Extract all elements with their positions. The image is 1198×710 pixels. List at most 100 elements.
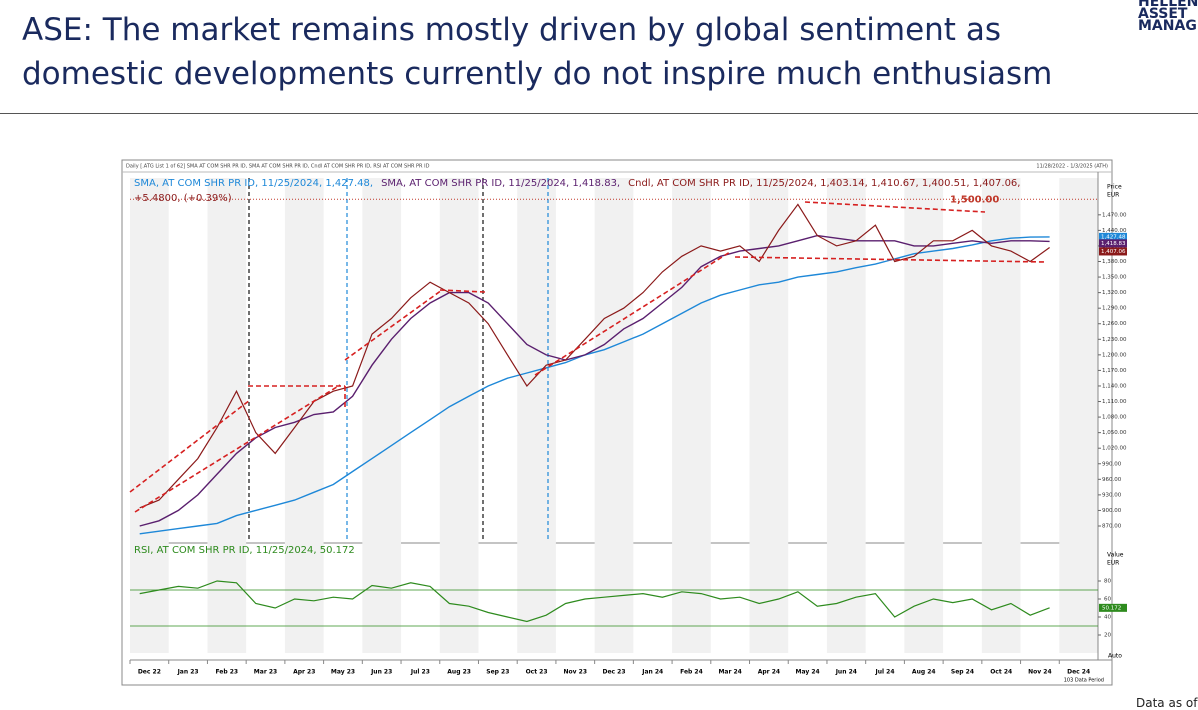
y-tick-label: 1,050.00 <box>1102 430 1127 436</box>
y-tick-label: 1,020.00 <box>1102 446 1127 452</box>
x-tick-label: Jun 24 <box>835 669 857 676</box>
date-range: 11/28/2022 - 1/3/2025 (ATH) <box>1036 164 1108 170</box>
x-tick-label: Apr 23 <box>293 669 315 676</box>
x-tick-label: Sep 24 <box>951 669 974 676</box>
axis-unit: EUR <box>1107 192 1119 199</box>
month-stripe <box>362 178 402 653</box>
logo: HELLENICASSETMANAGEMENT <box>1138 0 1198 34</box>
x-tick-label: Mar 23 <box>254 669 277 676</box>
legend-entry: Cndl, AT COM SHR PR ID, 11/25/2024, 1,40… <box>628 178 1020 189</box>
x-tick-label: Feb 24 <box>680 669 703 676</box>
x-tick-label: Mar 24 <box>718 669 741 676</box>
month-stripe <box>826 178 866 653</box>
y-tick-label: 1,350.00 <box>1102 275 1127 281</box>
trend-line <box>344 289 443 361</box>
y-tick-label: 60 <box>1104 597 1111 603</box>
x-tick-label: Jul 23 <box>410 669 430 676</box>
y-tick-label: 1,170.00 <box>1102 368 1127 374</box>
x-tick-label: Dec 24 <box>1067 669 1090 676</box>
month-stripe <box>130 178 169 653</box>
y-tick-label: 1,260.00 <box>1102 321 1127 327</box>
x-tick-label: Jul 24 <box>875 669 895 676</box>
y-tick-label: 1,140.00 <box>1102 383 1127 389</box>
y-tick-label: 1,320.00 <box>1102 290 1127 296</box>
y-tick-label: 1,080.00 <box>1102 415 1127 421</box>
series-line <box>139 234 1050 527</box>
divider <box>0 113 1198 114</box>
y-tick-label: 930.00 <box>1102 492 1122 498</box>
x-tick-label: Oct 23 <box>526 669 548 676</box>
month-stripe <box>439 178 479 653</box>
y-tick-label: 900.00 <box>1102 508 1122 514</box>
logo-line: MANAGEMENT <box>1138 18 1198 34</box>
last-value-tag <box>1099 603 1127 612</box>
slide-title: ASE: The market remains mostly driven by… <box>22 8 1052 96</box>
month-stripe <box>672 178 711 653</box>
legend-entry: SMA, AT COM SHR PR ID, 11/25/2024, 1,427… <box>134 178 373 189</box>
x-tick-label: Apr 24 <box>758 669 780 676</box>
x-tick-label: Dec 23 <box>602 669 625 676</box>
event-lines <box>248 178 549 540</box>
x-tick-label: Feb 23 <box>215 669 238 676</box>
y-tick-label: 1,110.00 <box>1102 399 1127 405</box>
title-line: domestic developments currently do not i… <box>22 56 1053 92</box>
month-stripe <box>1059 178 1098 653</box>
x-tick-label: Jan 24 <box>641 669 663 676</box>
y-tick-label: 990.00 <box>1102 461 1122 467</box>
legend-entry: RSI, AT COM SHR PR ID, 11/25/2024, 50.17… <box>134 545 355 556</box>
y-tick-label: 1,200.00 <box>1102 352 1127 358</box>
month-stripe <box>517 178 556 653</box>
trend-line <box>134 384 341 513</box>
month-stripe <box>981 178 1021 653</box>
month-stripe <box>594 178 634 653</box>
period-label: 103 Data Period <box>1064 678 1104 684</box>
y-tick-label: 1,290.00 <box>1102 306 1127 312</box>
x-tick-label: Nov 24 <box>1028 669 1052 676</box>
last-value-label: 1,427.48 <box>1101 234 1126 240</box>
last-value-label: 1,407.06 <box>1101 249 1126 255</box>
x-tick-label: Nov 23 <box>564 669 588 676</box>
trend-line <box>534 251 731 376</box>
last-value-tag <box>1099 247 1127 256</box>
x-tick-label: Aug 23 <box>447 669 471 676</box>
logo-line: ASSET <box>1138 6 1188 22</box>
axis-unit: EUR <box>1107 560 1119 567</box>
series-line <box>139 203 1050 509</box>
last-value-tag <box>1099 232 1127 241</box>
y-tick-label: 80 <box>1104 579 1111 585</box>
x-tick-label: Jan 23 <box>177 669 199 676</box>
logo-line: HELLENIC <box>1138 0 1198 10</box>
trend-line <box>804 201 986 213</box>
y-tick-label: 1,470.00 <box>1102 212 1127 218</box>
x-tick-label: May 24 <box>796 669 820 676</box>
y-tick-label: 1,380.00 <box>1102 259 1127 265</box>
trend-line <box>734 256 1046 263</box>
x-tick-label: Oct 24 <box>990 669 1012 676</box>
x-tick-label: Sep 23 <box>486 669 509 676</box>
y-tick-label: 40 <box>1104 615 1111 621</box>
series-line <box>139 236 1050 535</box>
legend-entry: SMA, AT COM SHR PR ID, 11/25/2024, 1,418… <box>381 178 620 189</box>
trend-lines <box>129 201 1046 513</box>
legend-entry: +5.4800, (+0.39%) <box>134 193 232 204</box>
trend-line <box>129 399 251 493</box>
axis-title: Price <box>1107 184 1122 191</box>
last-value-label: 50.172 <box>1102 605 1121 611</box>
footer: Data as of <box>1136 696 1198 710</box>
month-stripe <box>207 178 247 653</box>
series-line <box>139 580 1050 623</box>
scale-mode: Auto <box>1108 653 1122 660</box>
title-line: ASE: The market remains mostly driven by… <box>22 12 1001 48</box>
y-tick-label: 960.00 <box>1102 477 1122 483</box>
y-tick-label: 1,230.00 <box>1102 337 1127 343</box>
reference-label: 1,500.00 <box>950 194 999 205</box>
x-tick-label: Aug 24 <box>912 669 936 676</box>
caption: Daily [.ATG List 1 of 62] SMA AT COM SHR… <box>126 164 430 170</box>
y-tick-label: 1,440.00 <box>1102 228 1127 234</box>
x-tick-label: May 23 <box>331 669 355 676</box>
y-tick-label: 870.00 <box>1102 523 1122 529</box>
last-value-tag <box>1099 239 1127 248</box>
x-tick-label: Jun 23 <box>370 669 392 676</box>
y-tick-label: 20 <box>1104 633 1111 639</box>
